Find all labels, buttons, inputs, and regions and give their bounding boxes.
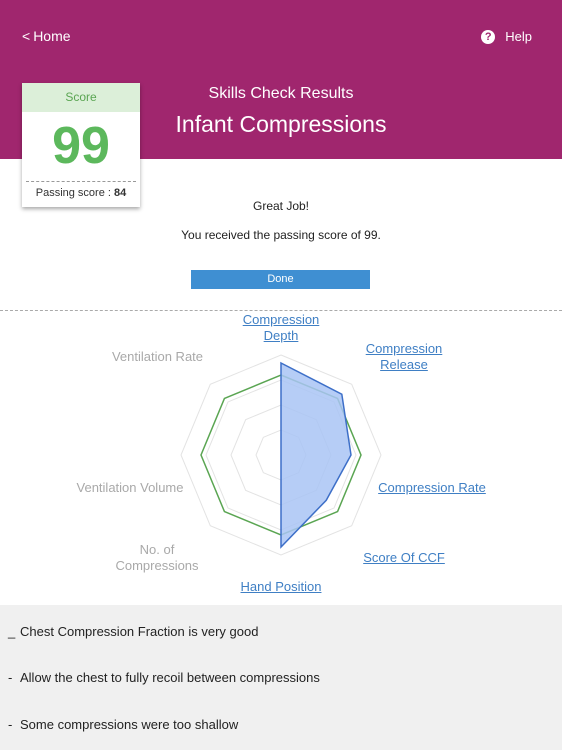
- result-message: You received the passing score of 99.: [181, 228, 381, 242]
- page-subtitle-text: Skills Check Results: [208, 85, 354, 102]
- feedback-text: Some compressions were too shallow: [20, 717, 239, 732]
- axis-label-ventilation-volume: Ventilation Volume: [76, 480, 184, 495]
- feedback-item: - Allow the chest to fully recoil between…: [8, 670, 320, 685]
- section-divider: [0, 310, 562, 311]
- axis-label-no-of-compressions: No. of Compressions: [115, 542, 199, 573]
- radar-grid-ring: [180, 354, 382, 556]
- feedback-bullet: -: [8, 717, 13, 732]
- home-label: Home: [33, 28, 71, 44]
- help-label: Help: [505, 29, 532, 44]
- passing-score-label: Passing score :: [35, 187, 114, 199]
- result-headline: Great Job!: [252, 199, 310, 213]
- axis-label-compression-rate[interactable]: Compression Rate: [378, 480, 486, 495]
- score-card: Score 99 Passing score : 84: [22, 83, 140, 207]
- axis-label-ventilation-rate: Ventilation Rate: [111, 349, 204, 364]
- axis-label-compression-release[interactable]: Compression Release: [365, 341, 443, 372]
- score-value: 99: [52, 117, 110, 175]
- page-title-text: Infant Compressions: [175, 111, 387, 137]
- chevron-left-icon: <: [22, 28, 31, 44]
- feedback-text: Chest Compression Fraction is very good: [20, 624, 259, 639]
- page-title: Infant Compressions: [0, 111, 562, 138]
- score-divider: [26, 181, 136, 182]
- help-link[interactable]: ? Help: [481, 29, 532, 44]
- page-subtitle: Skills Check Results: [0, 85, 562, 103]
- axis-label-compression-depth[interactable]: Compression Depth: [242, 312, 320, 343]
- passing-score: Passing score : 84: [22, 182, 140, 204]
- help-icon: ?: [481, 29, 496, 44]
- score-area: [280, 361, 352, 549]
- feedback-text: Allow the chest to fully recoil between …: [20, 670, 320, 685]
- feedback-bullet: -: [8, 670, 13, 685]
- skills-radar-chart: [180, 354, 382, 556]
- done-button[interactable]: Done: [191, 270, 370, 289]
- feedback-panel: _ Chest Compression Fraction is very good…: [0, 605, 562, 750]
- axis-label-score-of-ccf[interactable]: Score Of CCF: [363, 550, 445, 565]
- feedback-bullet: _: [8, 624, 16, 639]
- home-back-link[interactable]: < Home: [22, 28, 71, 44]
- axis-label-hand-position[interactable]: Hand Position: [240, 579, 322, 594]
- feedback-item: - Some compressions were too shallow: [8, 717, 238, 732]
- passing-score-value: 84: [114, 187, 127, 199]
- score-label: Score: [22, 83, 140, 112]
- feedback-item: _ Chest Compression Fraction is very good: [8, 624, 258, 639]
